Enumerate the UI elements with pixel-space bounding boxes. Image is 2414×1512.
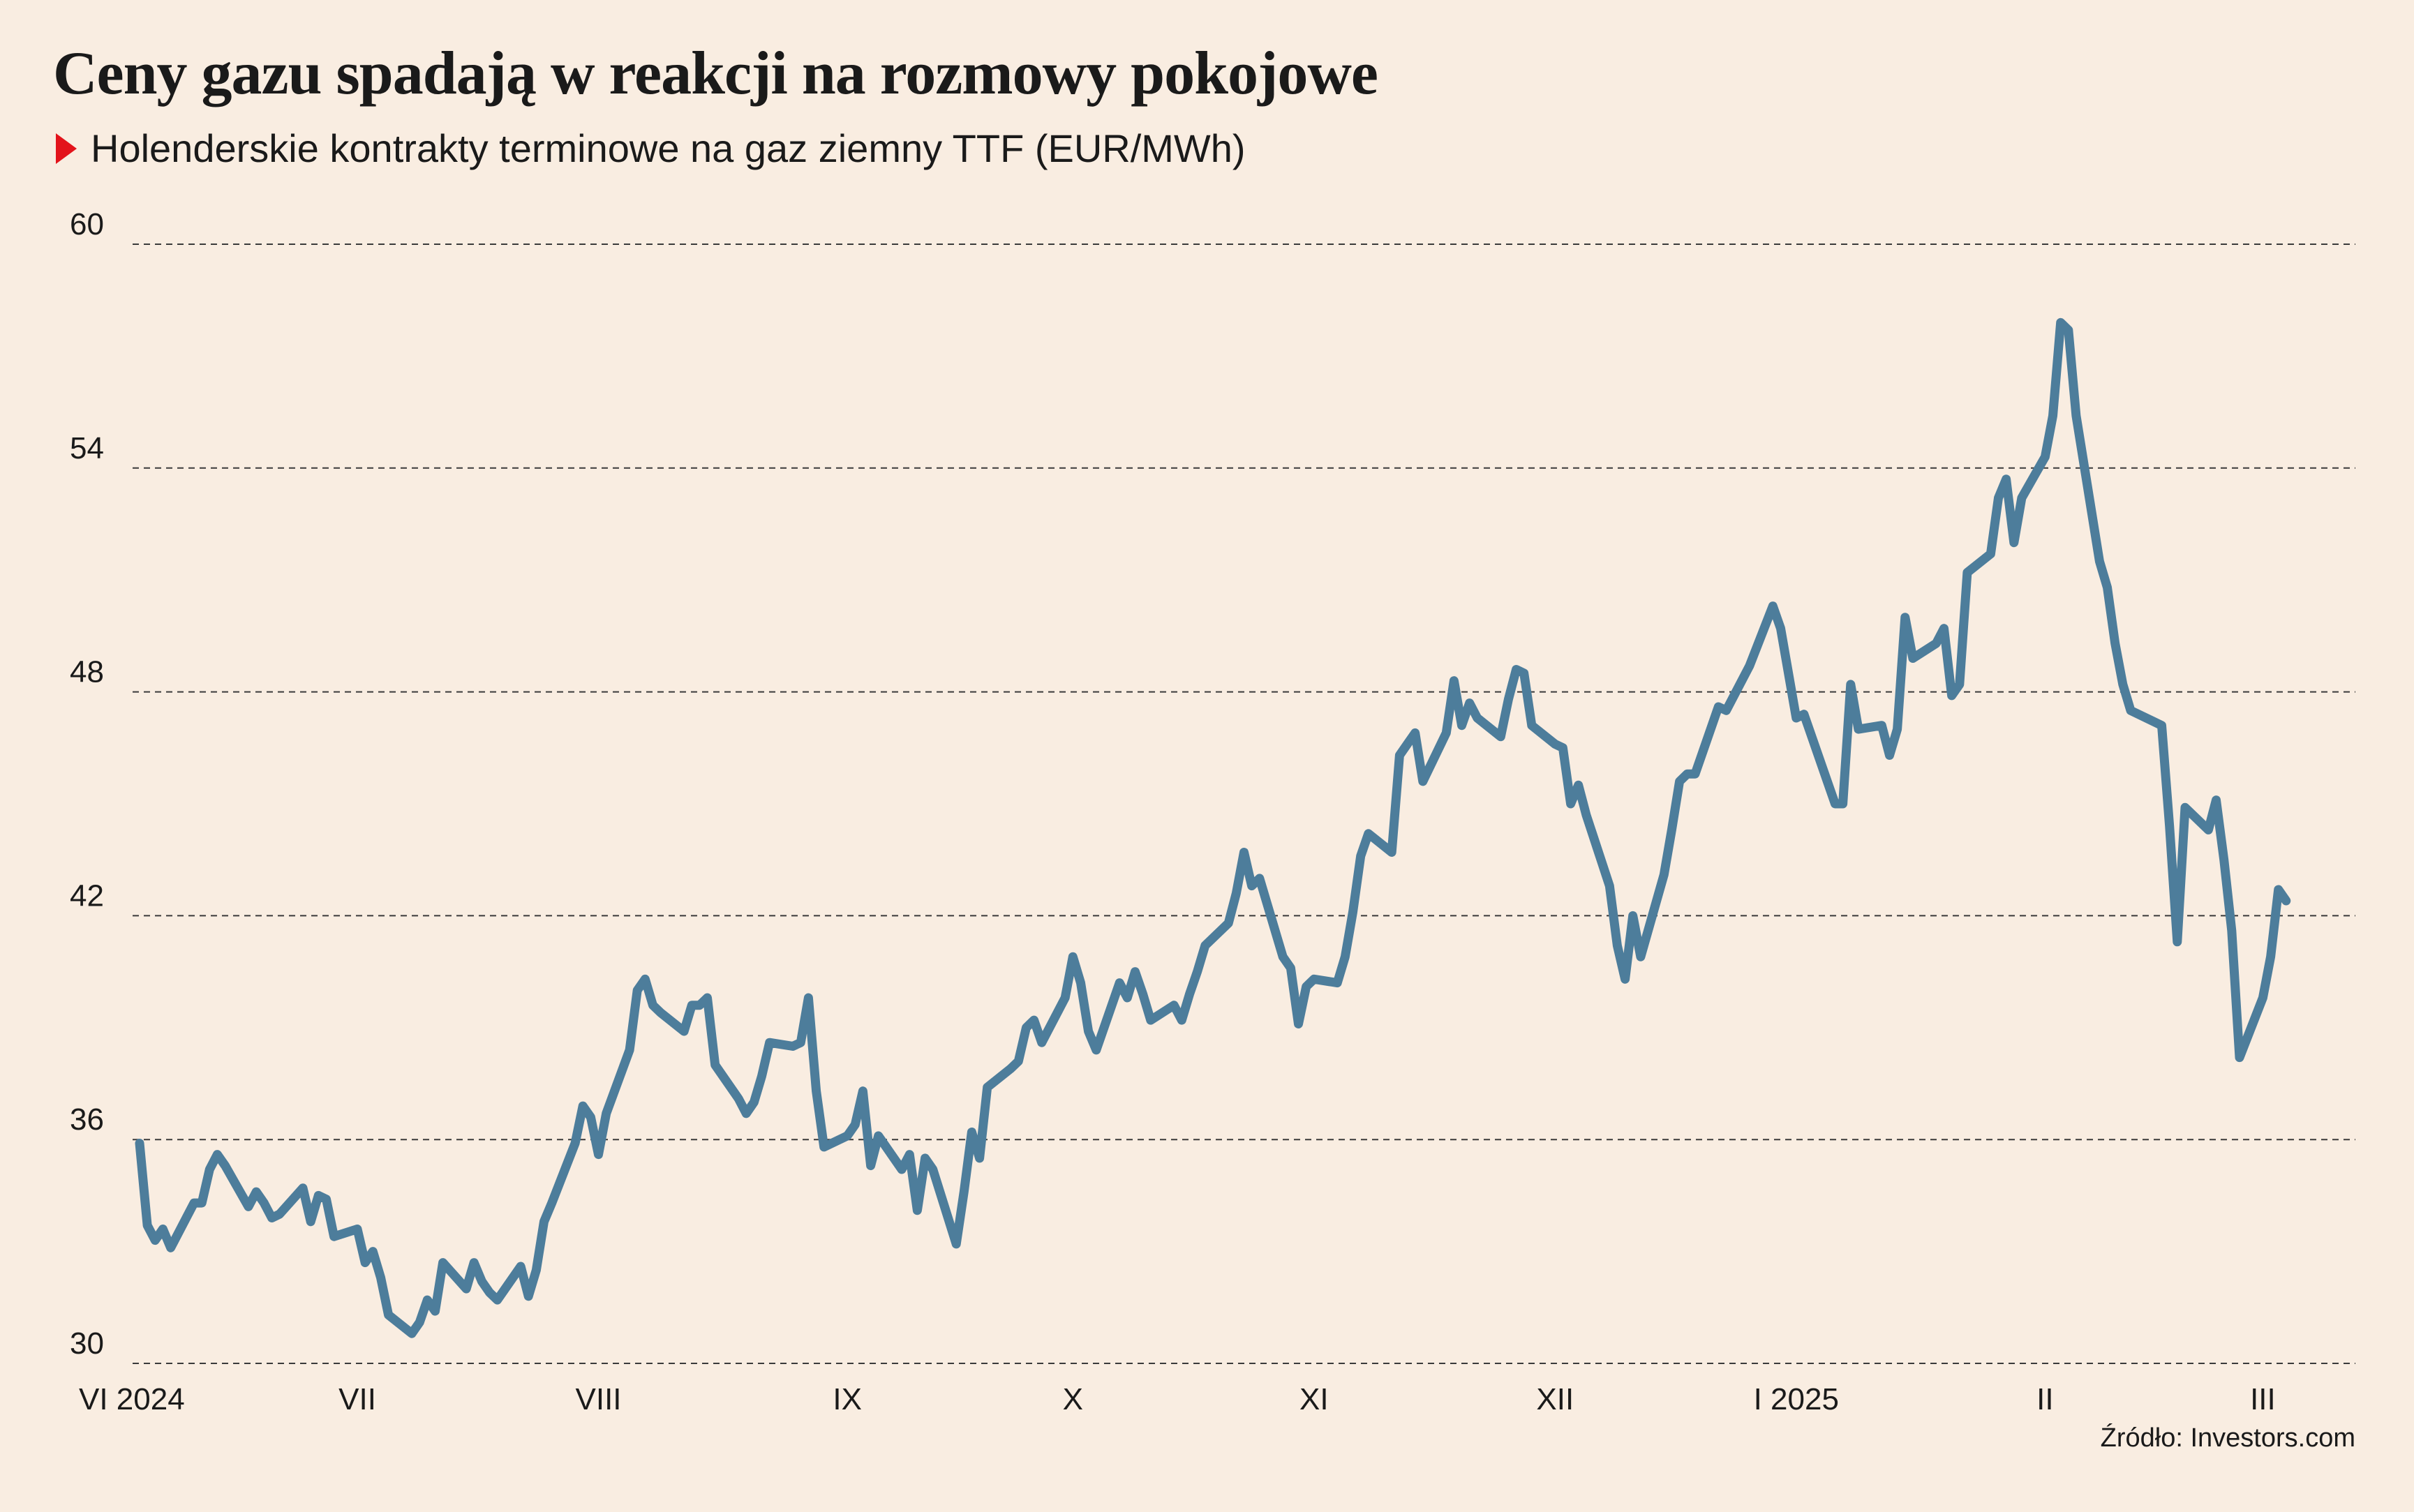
y-tick-label-60: 60 — [70, 207, 104, 241]
x-tick-label-1: VI 2024 — [79, 1382, 185, 1416]
x-tick-label-6: XI — [1299, 1382, 1329, 1416]
y-axis-labels: 30 36 42 48 54 60 — [70, 207, 104, 1361]
chart-subtitle-row: Holenderskie kontrakty terminowe na gaz … — [56, 124, 1246, 173]
y-tick-label-42: 42 — [70, 878, 104, 913]
y-tick-label-54: 54 — [70, 431, 104, 465]
x-tick-label-5: X — [1063, 1382, 1083, 1416]
series-line-ttf — [135, 317, 2291, 1338]
x-tick-label-8: I 2025 — [1754, 1382, 1839, 1416]
y-tick-label-48: 48 — [70, 655, 104, 689]
x-tick-label-7: XII — [1536, 1382, 1574, 1416]
x-tick-label-3: VIII — [576, 1382, 622, 1416]
x-tick-label-9: II — [2036, 1382, 2053, 1416]
source-note: Źródło: Investors.com — [2100, 1423, 2355, 1453]
x-tick-label-4: IX — [833, 1382, 862, 1416]
x-tick-label-10: III — [2250, 1382, 2276, 1416]
red-triangle-marker-icon — [56, 133, 77, 164]
chart-subtitle: Holenderskie kontrakty terminowe na gaz … — [91, 126, 1246, 170]
chart-title: Ceny gazu spadają w reakcji na rozmowy p… — [53, 40, 1378, 107]
gridlines — [133, 244, 2355, 1364]
y-tick-label-36: 36 — [70, 1102, 104, 1137]
x-axis-labels: VI 2024 VII VIII IX X XI XII I 2025 II III — [79, 1382, 2276, 1416]
y-tick-label-30: 30 — [70, 1326, 104, 1361]
x-tick-label-2: VII — [338, 1382, 376, 1416]
series-group — [135, 317, 2291, 1338]
